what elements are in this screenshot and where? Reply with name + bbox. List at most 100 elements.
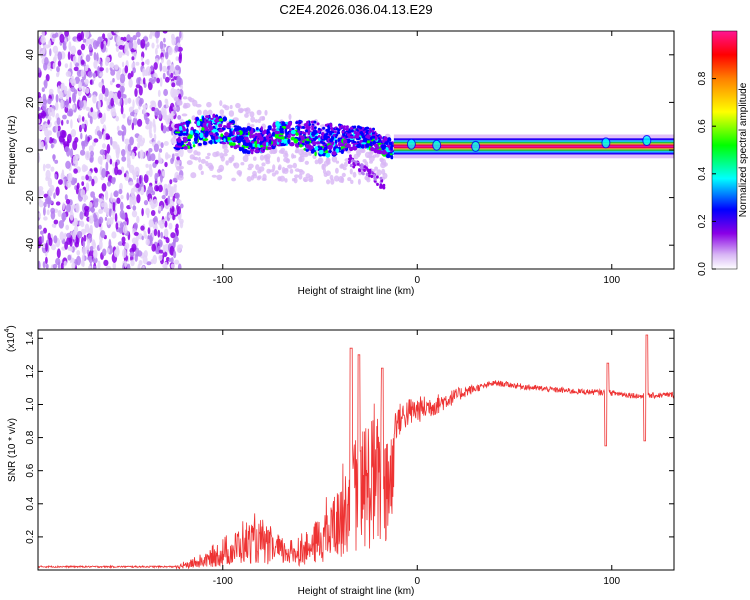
signal-blob <box>327 144 333 150</box>
noise-blob <box>98 67 105 72</box>
noise-blob <box>127 98 132 104</box>
noise-blob <box>158 249 164 254</box>
signal-blob <box>373 148 378 154</box>
noise-blob <box>47 177 53 188</box>
noise-blob <box>150 100 156 105</box>
noise-blob <box>109 91 114 97</box>
noise-blob <box>162 112 166 117</box>
noise-blob <box>113 94 117 103</box>
signal-halo <box>317 157 322 165</box>
noise-blob <box>84 223 90 233</box>
noise-blob <box>98 208 102 214</box>
noise-blob <box>56 72 60 78</box>
noise-blob <box>81 175 85 181</box>
noise-blob <box>180 203 184 209</box>
signal-blob <box>385 146 389 152</box>
signal-blob <box>342 139 348 144</box>
signal-tail <box>367 171 371 175</box>
noise-blob <box>153 123 157 134</box>
signal-blob <box>321 142 326 145</box>
snr-axes: -100 0 100 0.2 0.4 0.6 0.8 1.0 1.2 1.4 <box>25 330 674 587</box>
noise-blob <box>52 45 59 54</box>
signal-blob <box>224 132 230 137</box>
signal-blob <box>196 120 201 127</box>
noise-blob <box>61 212 67 221</box>
signal-blob <box>289 142 295 147</box>
signal-halo <box>263 154 268 159</box>
noise-blob <box>153 143 159 153</box>
noise-blob <box>174 45 179 52</box>
noise-blob <box>41 87 45 92</box>
noise-blob <box>145 125 151 130</box>
noise-blob <box>69 247 73 252</box>
noise-blob <box>159 40 164 50</box>
noise-blob <box>165 204 169 210</box>
signal-halo <box>374 166 378 171</box>
band-feature <box>642 135 652 146</box>
noise-blob <box>110 97 115 107</box>
noise-blob <box>45 74 50 82</box>
signal-halo <box>194 156 199 161</box>
noise-blob <box>119 222 124 229</box>
noise-blob <box>44 57 49 66</box>
signal-blob <box>311 127 315 131</box>
noise-blob <box>137 263 141 269</box>
noise-blob <box>112 201 116 212</box>
spec-ytick-label: 0 <box>25 147 36 153</box>
signal-blob <box>350 126 353 130</box>
noise-blob <box>72 140 78 151</box>
noise-blob <box>171 82 176 88</box>
noise-blob <box>161 219 166 224</box>
noise-blob <box>62 40 66 50</box>
signal-blob <box>274 134 278 138</box>
noise-blob <box>71 262 76 269</box>
noise-blob <box>65 180 72 188</box>
noise-blob <box>103 259 109 267</box>
signal-halo <box>223 144 227 148</box>
signal-blob <box>309 146 312 151</box>
noise-blob <box>85 134 88 144</box>
noise-blob <box>60 99 64 110</box>
noise-blob <box>145 238 150 246</box>
noise-blob <box>143 113 148 121</box>
noise-blob <box>74 241 79 248</box>
snr-multiplier: (x104) <box>4 325 17 352</box>
signal-halo <box>202 109 209 117</box>
signal-blob <box>281 121 286 127</box>
noise-blob <box>164 51 169 60</box>
noise-blob <box>81 141 86 151</box>
noise-blob <box>52 263 58 269</box>
noise-blob <box>38 67 41 73</box>
noise-blob <box>92 265 97 269</box>
noise-blob <box>93 138 99 143</box>
noise-blob <box>150 121 153 129</box>
noise-blob <box>160 142 164 149</box>
noise-blob <box>67 254 72 261</box>
signal-blob <box>381 144 387 150</box>
noise-blob <box>97 198 103 203</box>
signal-blob <box>317 127 321 131</box>
noise-blob <box>126 192 130 201</box>
signal-blob <box>361 133 364 137</box>
signal-halo <box>302 176 309 183</box>
signal-blob <box>329 138 334 143</box>
noise-blob <box>59 231 65 241</box>
signal-blob <box>320 140 323 144</box>
signal-blob <box>304 140 310 144</box>
noise-blob <box>98 240 103 250</box>
noise-blob <box>100 202 105 208</box>
noise-blob <box>161 195 166 200</box>
noise-blob <box>38 186 44 192</box>
noise-blob <box>121 236 126 243</box>
colorbar-ticks: 0.0 0.2 0.4 0.6 0.8 <box>697 71 716 276</box>
noise-blob <box>131 243 137 252</box>
signal-halo <box>246 176 252 182</box>
signal-blob <box>353 125 357 129</box>
noise-blob <box>83 100 87 109</box>
signal-blob <box>242 127 246 131</box>
signal-blob <box>210 117 214 120</box>
signal-blob <box>228 140 233 143</box>
signal-halo <box>369 150 374 156</box>
noise-blob <box>132 35 137 41</box>
noise-blob <box>111 231 117 239</box>
